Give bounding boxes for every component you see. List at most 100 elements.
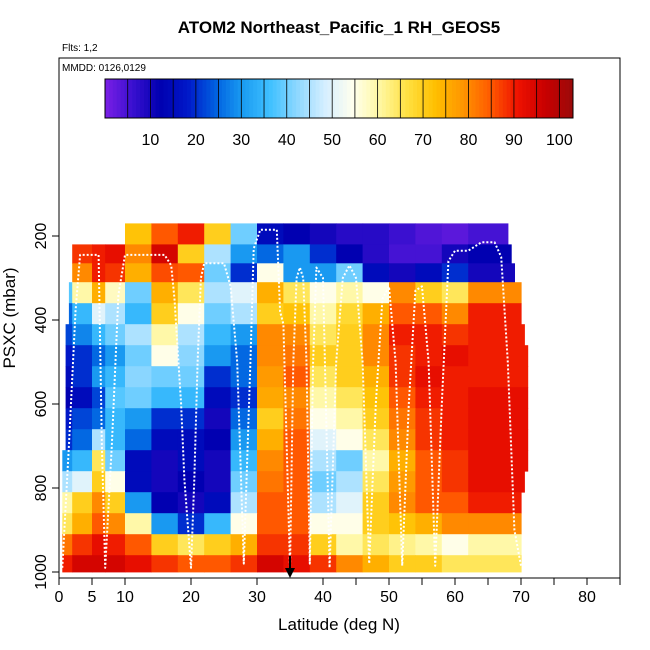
colorbar-segment: [401, 79, 406, 118]
colorbar-segment: [448, 79, 453, 118]
x-tick-label: 40: [314, 589, 332, 606]
rh-cell: [204, 223, 232, 245]
rh-cell: [309, 244, 337, 264]
rh-cell: [468, 387, 529, 409]
colorbar-tick-label: 50: [323, 132, 341, 149]
rh-cell: [65, 408, 73, 430]
colorbar-segment: [120, 79, 125, 118]
rh-cell: [362, 534, 390, 556]
rh-cell: [336, 534, 364, 556]
colorbar-segment: [518, 79, 523, 118]
rh-cell: [151, 450, 179, 472]
rh-cell: [177, 408, 205, 430]
rh-cell: [177, 450, 205, 472]
rh-cell: [72, 492, 93, 514]
colorbar-segment: [463, 79, 469, 118]
colorbar-ticks: 10 20 30 40 50 60 70 80 90 100: [127, 79, 573, 149]
colorbar-segment: [132, 79, 137, 118]
colorbar-segment: [264, 79, 270, 118]
rh-cell: [441, 345, 469, 367]
colorbar-segment: [175, 79, 180, 118]
rh-cell: [309, 450, 337, 472]
rh-cell: [204, 534, 232, 556]
colorbar-segment: [112, 79, 118, 118]
rh-cell: [151, 345, 179, 367]
colorbar-segment: [475, 79, 480, 118]
rh-cell: [309, 534, 337, 556]
rh-cell: [72, 282, 93, 304]
rh-cell: [72, 263, 93, 283]
colorbar-tick-label: 40: [278, 132, 296, 149]
colorbar-segment: [272, 79, 278, 118]
rh-cell: [72, 429, 93, 451]
rh-cell: [257, 223, 284, 245]
rh-cell: [257, 345, 284, 367]
colorbar-segment: [253, 79, 258, 118]
x-tick-label: 70: [512, 589, 530, 606]
rh-cell: [92, 555, 106, 573]
rh-cell: [105, 534, 126, 556]
rh-cell: [125, 534, 152, 556]
rh-cell: [309, 223, 337, 245]
colorbar-segment: [409, 79, 414, 118]
colorbar-segment: [534, 79, 539, 118]
rh-cell: [415, 471, 443, 493]
x-tick-label: 20: [182, 589, 200, 606]
rh-cell: [309, 555, 337, 573]
rh-cell: [230, 408, 258, 430]
rh-cell: [389, 244, 416, 264]
flight-track: [61, 228, 522, 569]
colorbar-segment: [327, 79, 332, 118]
colorbar-segment: [323, 79, 328, 118]
colorbar-segment: [257, 79, 262, 118]
colorbar-tick-label: 100: [546, 132, 573, 149]
rh-cell: [415, 303, 443, 325]
colorbar-segment: [300, 79, 305, 118]
colorbar-segment: [288, 79, 293, 118]
colorbar-segment: [362, 79, 367, 118]
colorbar-segment: [140, 79, 145, 118]
rh-cell: [125, 223, 152, 245]
colorbar-segment: [452, 79, 457, 118]
colorbar-segment: [393, 79, 398, 118]
rh-cell: [441, 387, 469, 409]
x-tick-label: 60: [446, 589, 464, 606]
rh-cell: [105, 387, 126, 409]
rh-cell: [336, 366, 364, 388]
rh-cell: [415, 223, 443, 245]
colorbar-segment: [436, 79, 441, 118]
y-tick-label: 200: [33, 223, 50, 250]
y-tick-label: 800: [33, 475, 50, 502]
y-tick-label: 1000: [33, 554, 50, 590]
colorbar: [104, 78, 574, 119]
rh-cell: [441, 450, 469, 472]
rh-cell: [92, 408, 106, 430]
rh-cell: [441, 366, 469, 388]
flight-track-line: [61, 228, 522, 569]
colorbar-segment: [331, 79, 336, 118]
colorbar-segment: [144, 79, 149, 118]
rh-cell: [105, 408, 126, 430]
rh-cell: [468, 471, 525, 493]
rh-cell: [204, 450, 232, 472]
rh-cell: [151, 387, 179, 409]
colorbar-segment: [136, 79, 141, 118]
rh-cell: [309, 492, 337, 514]
colorbar-segment: [190, 79, 196, 118]
colorbar-segment: [229, 79, 235, 118]
rh-cell: [283, 324, 311, 346]
rh-cell: [415, 324, 443, 346]
colorbar-segment: [155, 79, 161, 118]
colorbar-segment: [151, 79, 157, 118]
colorbar-segment: [366, 79, 371, 118]
colorbar-segment: [183, 79, 188, 118]
colorbar-segment: [261, 79, 266, 118]
colorbar-segment: [339, 79, 344, 118]
rh-cell: [177, 303, 205, 325]
rh-cell: [415, 345, 443, 367]
rh-cell: [283, 387, 311, 409]
rh-cell: [309, 513, 337, 535]
rh-cell: [177, 366, 205, 388]
colorbar-segment: [307, 79, 313, 118]
